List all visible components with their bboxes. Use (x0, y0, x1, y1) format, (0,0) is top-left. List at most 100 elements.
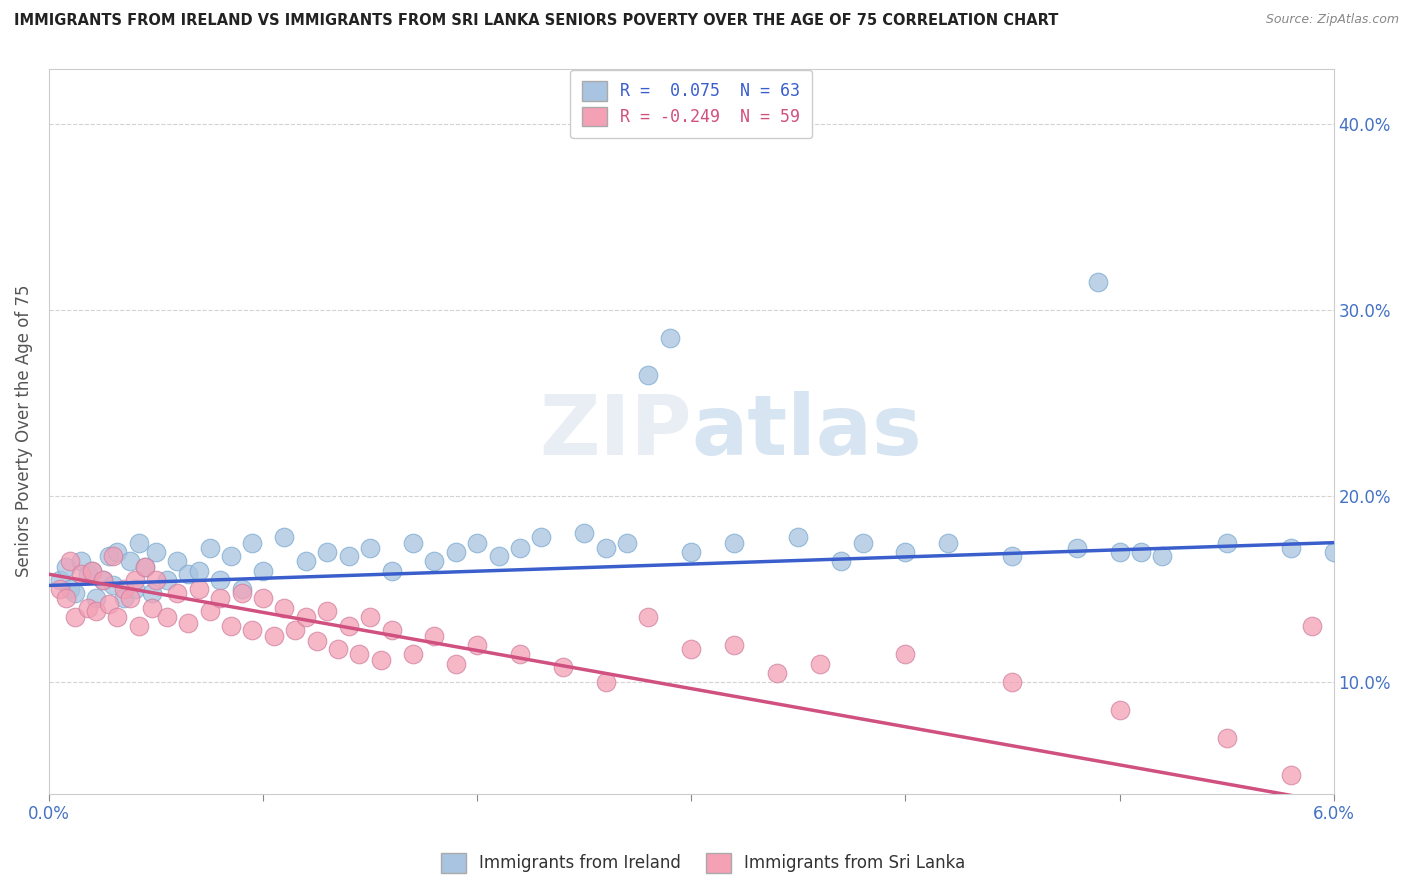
Point (595, 541, 617, 556)
Point (219, 619, 242, 633)
Point (444, 545, 467, 559)
Point (423, 554, 446, 568)
Point (316, 604, 339, 618)
Point (337, 549, 360, 563)
Point (830, 554, 852, 568)
Point (134, 559, 156, 574)
Point (316, 545, 339, 559)
Point (723, 638, 745, 652)
Point (70, 554, 93, 568)
Point (63, 586, 86, 600)
Point (1215, 535, 1237, 549)
Point (402, 535, 425, 549)
Point (84, 591, 107, 606)
Point (465, 535, 488, 549)
Point (141, 586, 163, 600)
Point (1152, 549, 1174, 563)
Point (326, 641, 349, 656)
Point (209, 591, 232, 606)
Point (1066, 541, 1088, 556)
Point (97, 597, 120, 611)
Point (156, 573, 179, 587)
Point (80, 564, 103, 578)
Legend: R =  0.075  N = 63, R = -0.249  N = 59: R = 0.075 N = 63, R = -0.249 N = 59 (571, 70, 813, 138)
Point (1129, 545, 1152, 559)
Point (252, 564, 274, 578)
Point (444, 657, 467, 671)
Point (423, 629, 446, 643)
Point (231, 586, 253, 600)
Point (295, 610, 318, 624)
Point (402, 647, 425, 661)
Point (595, 675, 617, 690)
Point (723, 535, 745, 549)
Point (124, 573, 146, 587)
Point (124, 582, 146, 596)
Point (273, 530, 295, 544)
Point (509, 647, 531, 661)
Point (59, 554, 82, 568)
Point (48, 582, 70, 596)
Point (465, 638, 488, 652)
Point (551, 660, 574, 674)
Point (231, 582, 253, 596)
Point (766, 665, 789, 680)
Point (91, 573, 114, 587)
Point (295, 554, 318, 568)
Point (145, 573, 167, 587)
Point (187, 564, 209, 578)
Point (128, 535, 150, 549)
Point (305, 634, 328, 648)
Point (103, 578, 125, 592)
Point (177, 615, 200, 630)
Point (242, 535, 264, 549)
Text: Source: ZipAtlas.com: Source: ZipAtlas.com (1265, 13, 1399, 27)
Text: ZIP: ZIP (538, 391, 692, 472)
Point (681, 641, 703, 656)
Point (488, 549, 510, 563)
Point (63, 610, 86, 624)
Point (198, 541, 221, 556)
Point (120, 554, 142, 568)
Point (1001, 675, 1024, 690)
Point (787, 530, 810, 544)
Point (145, 545, 167, 559)
Point (637, 368, 659, 383)
Point (852, 535, 875, 549)
Point (380, 564, 402, 578)
Point (616, 535, 638, 549)
Point (120, 591, 142, 606)
Point (103, 549, 125, 563)
Point (530, 530, 553, 544)
Point (166, 554, 188, 568)
Point (59, 582, 82, 596)
Point (894, 647, 917, 661)
Point (263, 629, 285, 643)
Point (112, 591, 135, 606)
Point (198, 604, 221, 618)
Point (141, 600, 163, 615)
Point (107, 610, 129, 624)
Point (107, 545, 129, 559)
Point (1001, 549, 1024, 563)
Point (97, 549, 120, 563)
Point (55, 591, 77, 606)
Point (1279, 768, 1302, 782)
Point (337, 619, 360, 633)
Point (380, 623, 402, 637)
Point (177, 567, 200, 582)
Point (509, 541, 531, 556)
Point (359, 610, 381, 624)
Text: IMMIGRANTS FROM IRELAND VS IMMIGRANTS FROM SRI LANKA SENIORS POVERTY OVER THE AG: IMMIGRANTS FROM IRELAND VS IMMIGRANTS FR… (14, 13, 1059, 29)
Point (134, 559, 156, 574)
Point (112, 582, 135, 596)
Point (166, 586, 188, 600)
Point (894, 545, 917, 559)
Point (658, 331, 681, 345)
Point (76, 567, 98, 582)
Point (242, 623, 264, 637)
Point (1279, 541, 1302, 556)
Point (1087, 276, 1109, 290)
Point (187, 582, 209, 596)
Point (91, 573, 114, 587)
